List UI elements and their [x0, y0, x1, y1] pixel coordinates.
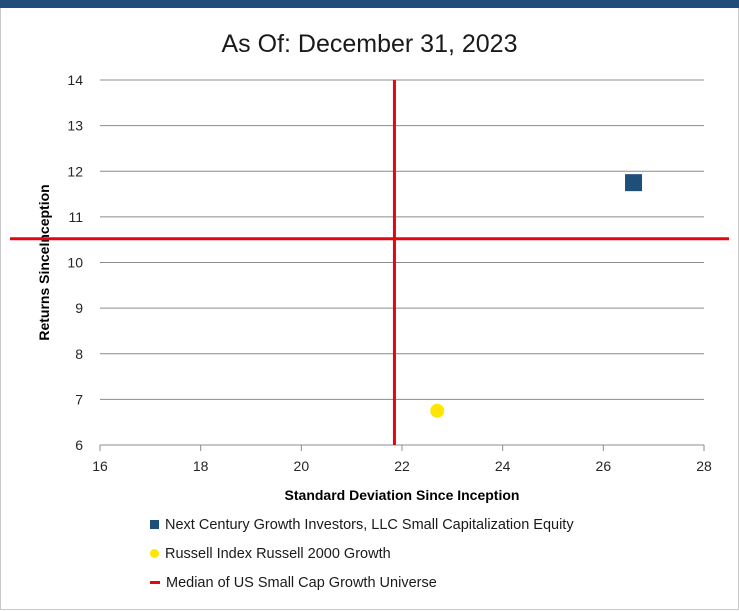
legend-item-index: Russell Index Russell 2000 Growth	[150, 539, 574, 568]
legend-item-median: Median of US Small Cap Growth Universe	[150, 568, 574, 597]
y-tick-label: 11	[68, 209, 83, 225]
y-axis-title: Returns SinceInception	[36, 184, 52, 340]
legend-label: Median of US Small Cap Growth Universe	[166, 574, 437, 591]
x-tick-label: 28	[696, 458, 712, 474]
y-tick-label: 9	[75, 300, 83, 316]
index-point	[430, 403, 445, 418]
x-axis-title: Standard Deviation Since Inception	[285, 487, 520, 503]
square-marker-icon	[150, 520, 159, 529]
y-tick-label: 8	[75, 346, 83, 362]
legend-label: Russell Index Russell 2000 Growth	[165, 545, 391, 562]
circle-marker-icon	[150, 549, 159, 558]
x-tick-label: 26	[596, 458, 612, 474]
x-tick-label: 20	[294, 458, 310, 474]
x-tick-label: 24	[495, 458, 511, 474]
y-tick-label: 10	[67, 255, 83, 271]
header-band	[0, 0, 739, 8]
y-tick-label: 14	[67, 72, 83, 88]
x-tick-label: 16	[92, 458, 108, 474]
chart-title: As Of: December 31, 2023	[221, 30, 518, 58]
legend-item-fund: Next Century Growth Investors, LLC Small…	[150, 510, 574, 539]
y-tick-label: 7	[75, 391, 83, 407]
fund-point	[625, 174, 643, 192]
legend-label: Next Century Growth Investors, LLC Small…	[165, 516, 574, 533]
y-tick-label: 13	[67, 118, 83, 134]
line-marker-icon	[150, 581, 160, 584]
y-tick-label: 6	[75, 437, 83, 453]
x-tick-label: 18	[193, 458, 209, 474]
x-tick-label: 22	[394, 458, 410, 474]
legend: Next Century Growth Investors, LLC Small…	[150, 510, 574, 597]
y-tick-label: 12	[67, 163, 83, 179]
